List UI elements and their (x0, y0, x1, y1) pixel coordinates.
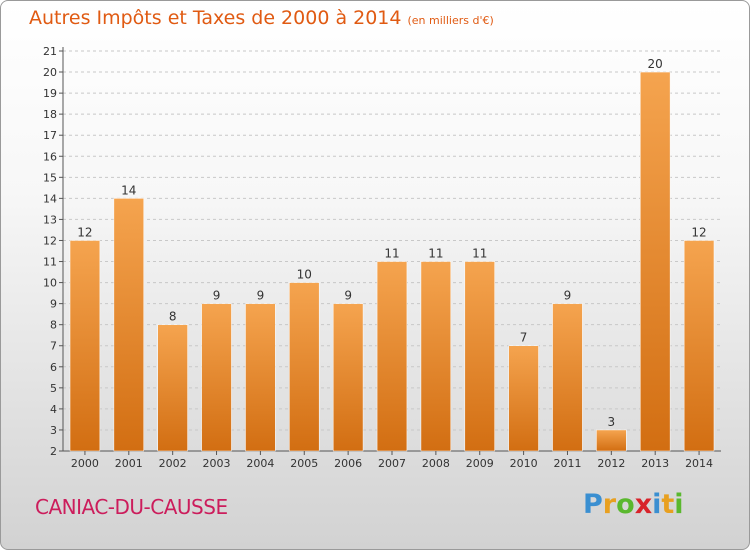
y-tick-label: 13 (43, 213, 57, 226)
x-tick-label: 2006 (334, 457, 362, 470)
x-tick-label: 2012 (597, 457, 625, 470)
x-tick-label: 2010 (510, 457, 538, 470)
y-tick-label: 10 (43, 277, 57, 290)
x-tick-label: 2014 (685, 457, 713, 470)
x-tick-label: 2002 (159, 457, 187, 470)
x-tick-label: 2004 (246, 457, 274, 470)
bar-value-label: 20 (648, 57, 663, 71)
y-tick-label: 5 (50, 382, 57, 395)
bar-value-label: 7 (520, 331, 528, 345)
bar (289, 282, 320, 452)
bar-value-label: 9 (257, 289, 265, 303)
commune-name: CANIAC-DU-CAUSSE (35, 495, 228, 519)
bar-value-label: 8 (169, 310, 177, 324)
bar-value-label: 11 (428, 247, 443, 261)
bar (245, 303, 276, 452)
x-tick-label: 2003 (203, 457, 231, 470)
x-tick-label: 2011 (553, 457, 581, 470)
bar (464, 261, 495, 452)
x-tick-label: 2008 (422, 457, 450, 470)
logo-letter: t (661, 489, 675, 520)
bar (640, 71, 671, 452)
y-tick-label: 6 (50, 361, 57, 374)
x-tick-label: 2005 (290, 457, 318, 470)
bar-value-label: 10 (297, 268, 312, 282)
logo-letter: i (674, 489, 684, 520)
bar (113, 198, 144, 452)
y-tick-label: 8 (50, 319, 57, 332)
y-tick-label: 4 (50, 403, 57, 416)
bar-value-label: 11 (384, 247, 399, 261)
bar-value-label: 3 (608, 415, 616, 429)
chart-title-main: Autres Impôts et Taxes de 2000 à 2014 (29, 7, 402, 29)
bar (552, 303, 583, 452)
y-tick-label: 20 (43, 66, 57, 79)
bar (683, 240, 715, 452)
y-tick-label: 21 (43, 45, 57, 58)
bar-value-label: 12 (77, 225, 92, 239)
x-tick-label: 2000 (71, 457, 99, 470)
y-tick-label: 14 (43, 192, 57, 205)
y-tick-label: 11 (43, 256, 57, 269)
bar-value-label: 9 (564, 289, 572, 303)
bar-value-label: 11 (472, 247, 487, 261)
y-tick-label: 2 (50, 445, 57, 458)
bar (69, 240, 101, 452)
logo-letter: r (602, 489, 617, 520)
y-tick-label: 3 (50, 424, 57, 437)
y-tick-label: 12 (43, 234, 57, 247)
bar (508, 345, 539, 452)
bar-value-label: 9 (213, 289, 221, 303)
logo-letter: i (652, 489, 662, 520)
bar (157, 324, 188, 452)
y-tick-label: 15 (43, 171, 57, 184)
x-tick-label: 2013 (641, 457, 669, 470)
bar (420, 261, 452, 452)
x-tick-label: 2007 (378, 457, 406, 470)
logo-letter: o (616, 489, 635, 520)
logo-letter: P (583, 489, 603, 520)
y-tick-label: 16 (43, 150, 57, 163)
bar (596, 429, 627, 452)
y-tick-label: 18 (43, 108, 57, 121)
bar-value-label: 12 (691, 225, 706, 239)
y-tick-label: 17 (43, 129, 57, 142)
bar (201, 303, 232, 452)
chart-subtitle: (en milliers d'€) (407, 14, 494, 27)
x-tick-label: 2001 (115, 457, 143, 470)
proxiti-logo: Proxiti (583, 489, 684, 520)
bar (332, 303, 364, 452)
bar-value-label: 9 (344, 289, 352, 303)
y-tick-label: 9 (50, 298, 57, 311)
logo-letter: x (634, 489, 653, 520)
bar (376, 261, 408, 452)
y-tick-label: 19 (43, 87, 57, 100)
bar-value-label: 14 (121, 183, 136, 197)
x-tick-label: 2009 (466, 457, 494, 470)
chart-title: Autres Impôts et Taxes de 2000 à 2014 (en… (29, 7, 494, 29)
y-tick-label: 7 (50, 340, 57, 353)
